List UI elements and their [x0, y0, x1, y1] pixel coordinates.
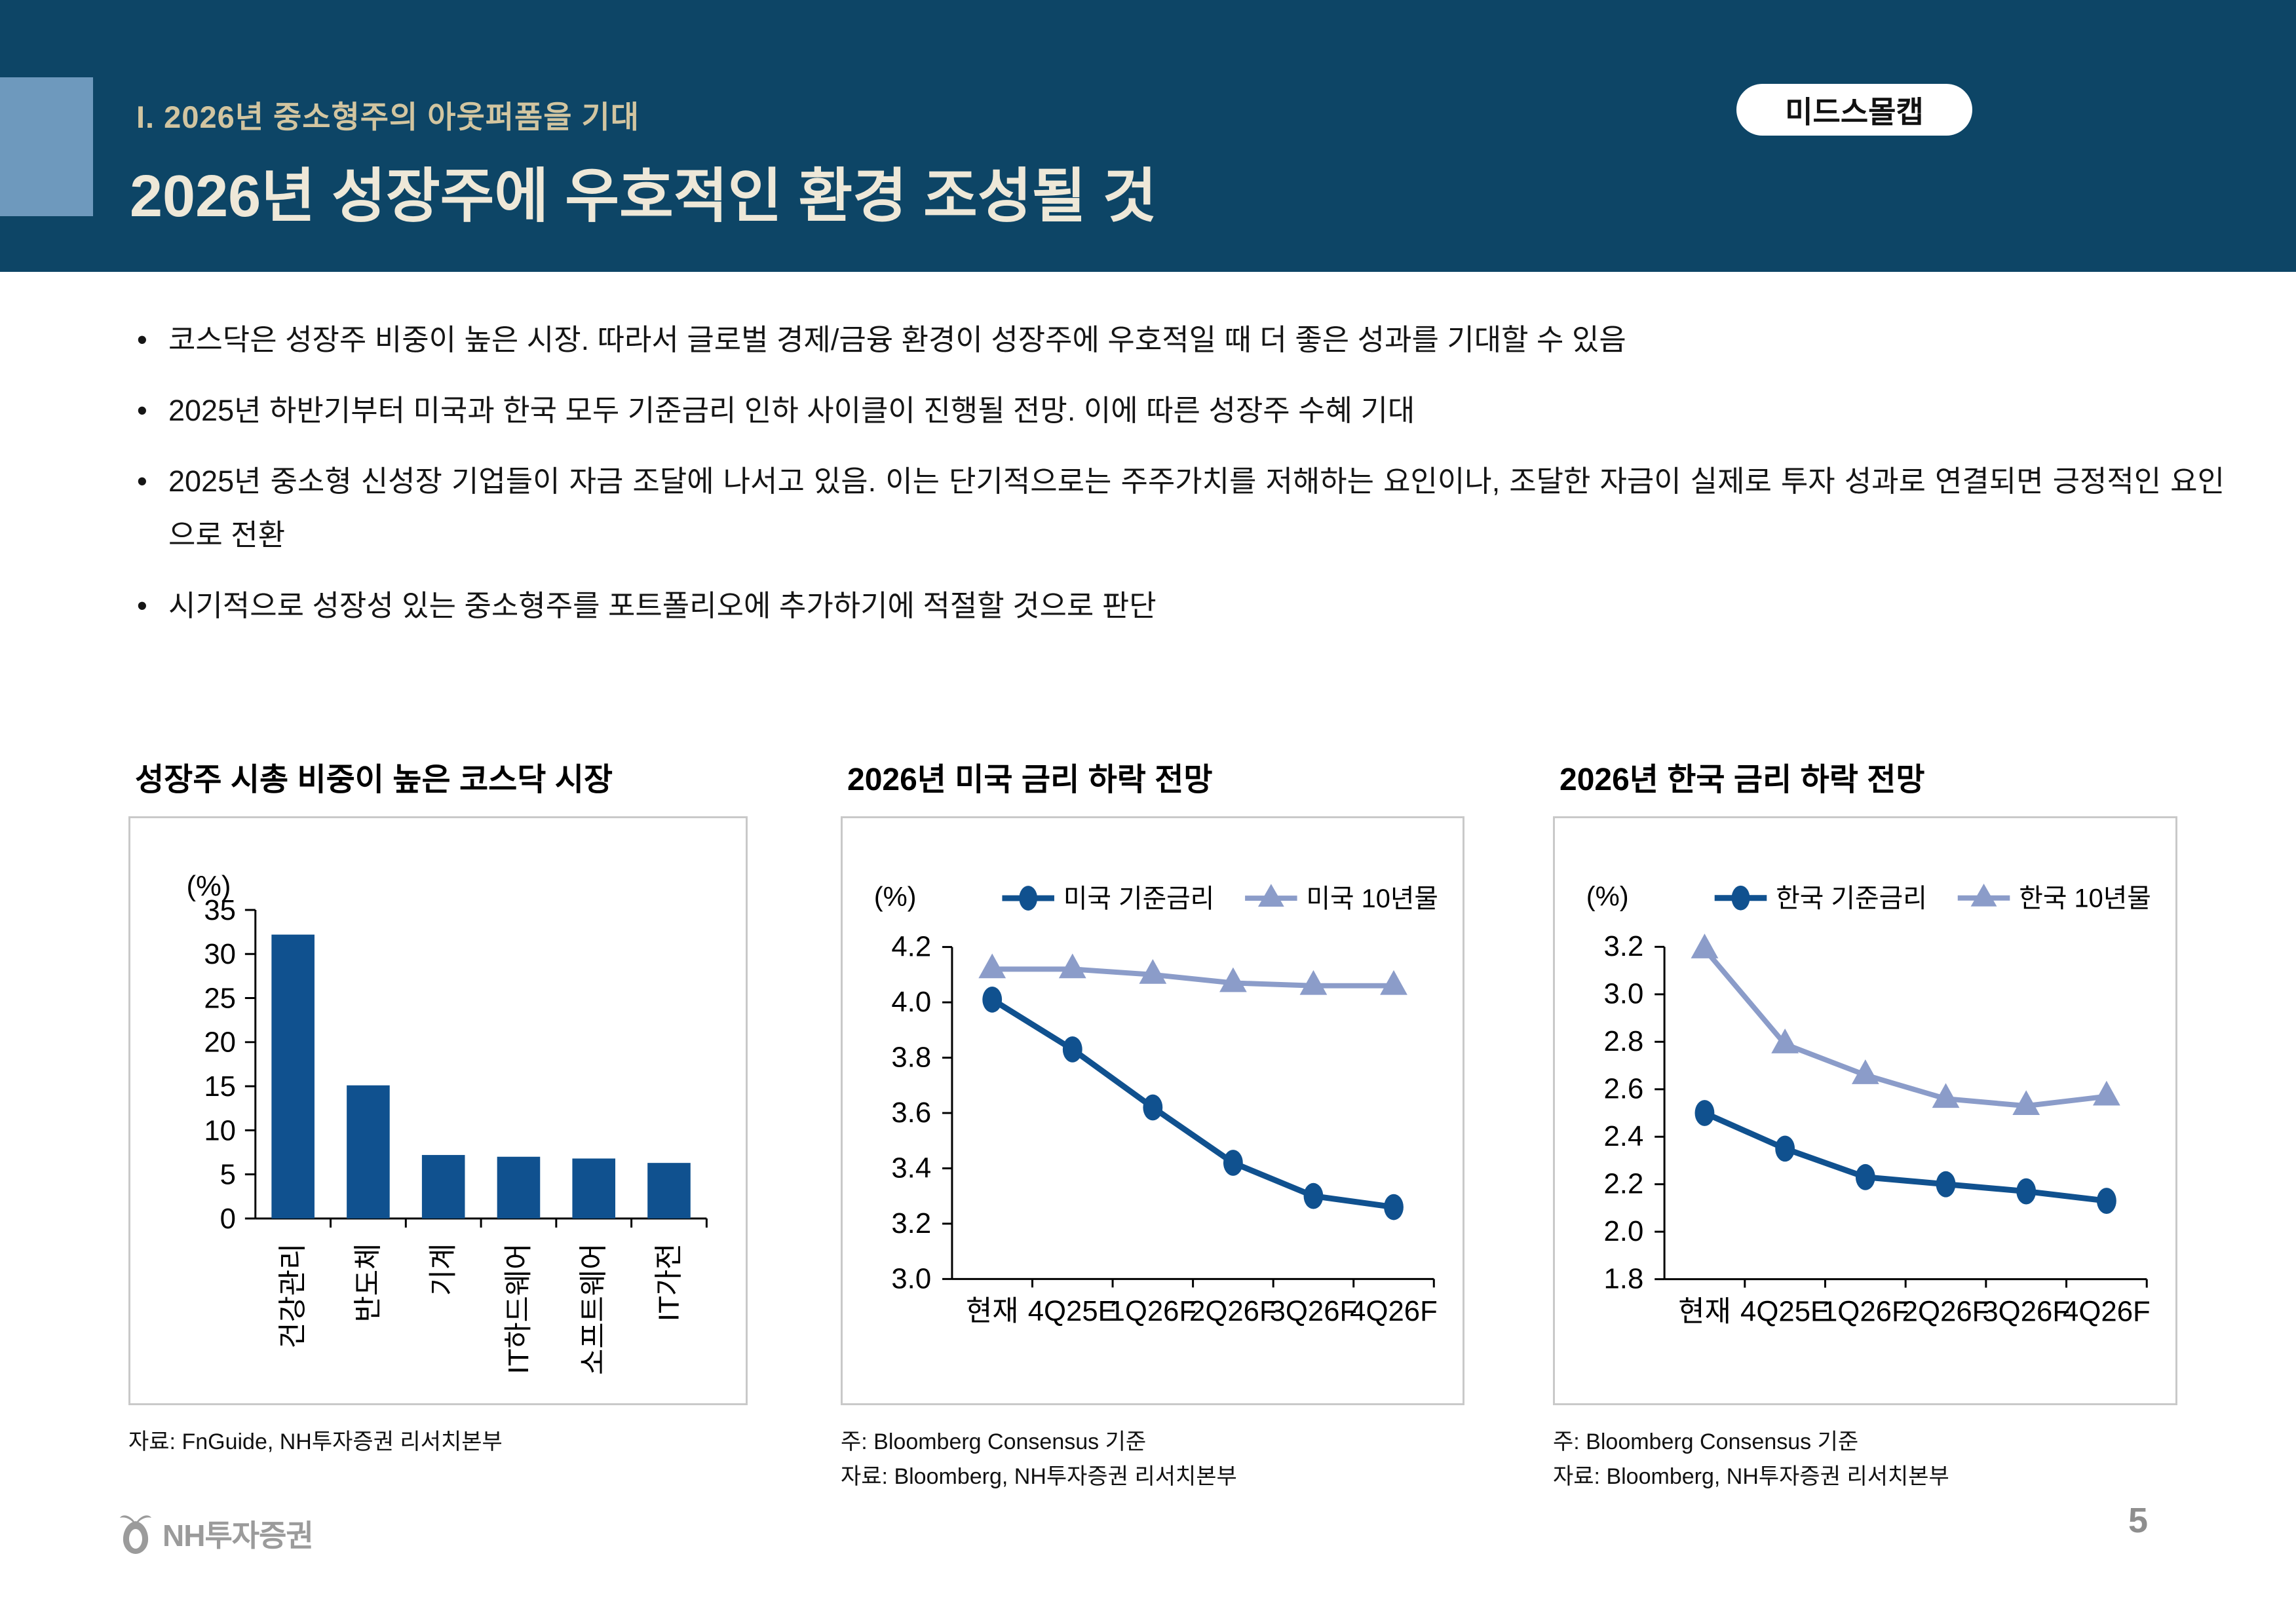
svg-text:IT가전: IT가전	[653, 1243, 685, 1321]
svg-text:3.6: 3.6	[891, 1097, 931, 1129]
svg-text:5: 5	[220, 1159, 236, 1191]
company-logo: NH투자증권	[117, 1512, 314, 1555]
chart-frame: (%) 미국 기준금리 미국 10년물 4.2 4.0 3.8 3.6 3.4 3.2 3.0 현재…	[841, 816, 1464, 1405]
bullet-dot-icon: •	[137, 323, 147, 356]
svg-text:(%): (%)	[186, 870, 231, 902]
bullet-text: 시기적으로 성장성 있는 중소형주를 포트폴리오에 추가하기에 적절할 것으로 …	[168, 589, 1157, 622]
note-line: 주: Bloomberg Consensus 기준	[841, 1429, 1147, 1454]
svg-text:20: 20	[204, 1027, 236, 1059]
svg-text:IT하드웨어: IT하드웨어	[503, 1243, 535, 1374]
svg-text:0: 0	[220, 1203, 236, 1235]
chart-frame: (%) 한국 기준금리 한국 10년물 3.2 3.0 2.8 2.6 2.4 2.2 2.0 1.…	[1553, 816, 2177, 1405]
category-badge: 미드스몰캡	[1736, 84, 1972, 136]
chart-title: 성장주 시총 비중이 높은 코스닥 시장	[135, 763, 613, 797]
note-line: 주: Bloomberg Consensus 기준	[1553, 1429, 1859, 1454]
chart-column-us-rates: 2026년 미국 금리 하락 전망 (%) 미국 기준금리 미국 10년물 4.2 4.…	[841, 753, 1464, 1494]
source-line: 자료: Bloomberg, NH투자증권 리서치본부	[841, 1463, 1237, 1489]
svg-text:현재: 현재	[966, 1295, 1018, 1327]
svg-text:반도체: 반도체	[352, 1243, 384, 1323]
svg-text:한국 10년물: 한국 10년물	[2019, 884, 2151, 913]
svg-text:2.8: 2.8	[1603, 1025, 1643, 1057]
bullet-item: • 시기적으로 성장성 있는 중소형주를 포트폴리오에 추가하기에 적절할 것으로…	[134, 579, 2225, 633]
bullet-dot-icon: •	[137, 464, 147, 498]
svg-text:4Q26F: 4Q26F	[2063, 1295, 2151, 1327]
svg-text:2.0: 2.0	[1603, 1215, 1643, 1247]
bullet-item: • 코스닥은 성장주 비중이 높은 시장. 따라서 글로벌 경제/금융 환경이 성…	[134, 313, 2225, 367]
header-accent-square	[0, 77, 93, 216]
page-number: 5	[2128, 1501, 2149, 1540]
source-line: 자료: Bloomberg, NH투자증권 리서치본부	[1553, 1463, 1949, 1489]
chart-source-note: 자료: FnGuide, NH투자증권 리서치본부	[128, 1425, 748, 1460]
bullet-item: • 2025년 하반기부터 미국과 한국 모두 기준금리 인하 사이클이 진행될 …	[134, 384, 2225, 438]
bullet-item: • 2025년 중소형 신성장 기업들이 자금 조달에 나서고 있음. 이는 단기…	[134, 455, 2225, 562]
svg-text:3.2: 3.2	[891, 1207, 931, 1239]
nh-logo-icon	[120, 1515, 151, 1554]
svg-text:30: 30	[204, 938, 236, 970]
header-band: I. 2026년 중소형주의 아웃퍼폼을 기대 2026년 성장주에 우호적인 …	[0, 0, 2296, 272]
svg-text:4Q26F: 4Q26F	[1350, 1295, 1438, 1327]
svg-text:3.0: 3.0	[1603, 978, 1643, 1010]
svg-text:2.4: 2.4	[1603, 1120, 1643, 1152]
svg-text:2.6: 2.6	[1603, 1073, 1643, 1105]
kosdaq-sector-bar-chart: (%) 0 5 10 15 20 25 30 35 건강관리 반도체 기계 IT하드웨어 소프트웨어 IT가…	[186, 870, 708, 1375]
chart-source-note: 주: Bloomberg Consensus 기준 자료: Bloomberg,…	[1553, 1425, 2177, 1494]
company-name: NH투자증권	[163, 1519, 314, 1553]
svg-text:1Q26F: 1Q26F	[1109, 1295, 1197, 1327]
svg-text:2Q26F: 2Q26F	[1902, 1295, 1990, 1327]
svg-text:4.2: 4.2	[891, 930, 931, 962]
svg-text:1.8: 1.8	[1603, 1263, 1643, 1295]
svg-text:2Q26F: 2Q26F	[1189, 1295, 1277, 1327]
chart-column-kosdaq: 성장주 시총 비중이 높은 코스닥 시장 (%) 0 5 10 15 20 25 30 35 건강…	[128, 753, 748, 1460]
svg-text:3.0: 3.0	[891, 1262, 931, 1294]
us-rate-outlook-line-chart: (%) 미국 기준금리 미국 10년물 4.2 4.0 3.8 3.6 3.4 3.2 3.0 현재…	[874, 881, 1438, 1327]
bullet-text: 2025년 중소형 신성장 기업들이 자금 조달에 나서고 있음. 이는 단기적…	[168, 464, 2225, 552]
svg-text:(%): (%)	[874, 881, 917, 912]
bullet-text: 2025년 하반기부터 미국과 한국 모두 기준금리 인하 사이클이 진행될 전…	[168, 394, 1415, 427]
svg-text:3Q26F: 3Q26F	[1270, 1295, 1358, 1327]
svg-text:15: 15	[204, 1070, 236, 1103]
svg-text:3.4: 3.4	[891, 1152, 931, 1184]
chart-frame: (%) 0 5 10 15 20 25 30 35 건강관리 반도체 기계 IT하드웨어 소프트웨어 IT가…	[128, 816, 748, 1405]
svg-text:4.0: 4.0	[891, 986, 931, 1018]
bullet-dot-icon: •	[137, 394, 147, 427]
svg-text:기계: 기계	[427, 1243, 459, 1296]
bullet-dot-icon: •	[137, 589, 147, 622]
svg-text:미국 기준금리: 미국 기준금리	[1063, 884, 1214, 913]
svg-text:1Q26F: 1Q26F	[1822, 1295, 1909, 1327]
source-line: 자료: FnGuide, NH투자증권 리서치본부	[128, 1429, 503, 1454]
korea-rate-outlook-line-chart: (%) 한국 기준금리 한국 10년물 3.2 3.0 2.8 2.6 2.4 2.2 2.0 1.…	[1586, 881, 2151, 1328]
svg-text:4Q25E: 4Q25E	[1740, 1295, 1829, 1327]
svg-text:미국 10년물: 미국 10년물	[1307, 884, 1438, 913]
svg-text:현재: 현재	[1678, 1295, 1731, 1327]
svg-text:10: 10	[204, 1114, 236, 1146]
svg-text:2.2: 2.2	[1603, 1168, 1643, 1200]
svg-text:35: 35	[204, 894, 236, 926]
chart-title: 2026년 미국 금리 하락 전망	[847, 763, 1213, 797]
page-title: 2026년 성장주에 우호적인 환경 조성될 것	[130, 164, 1157, 229]
svg-text:3.2: 3.2	[1603, 930, 1643, 962]
svg-text:(%): (%)	[1586, 881, 1629, 912]
chart-column-korea-rates: 2026년 한국 금리 하락 전망 (%) 한국 기준금리 한국 10년물 3.2 3.…	[1553, 753, 2177, 1494]
chart-source-note: 주: Bloomberg Consensus 기준 자료: Bloomberg,…	[841, 1425, 1464, 1494]
svg-text:소프트웨어: 소프트웨어	[578, 1243, 610, 1375]
svg-text:4Q25E: 4Q25E	[1028, 1295, 1117, 1327]
section-eyebrow: I. 2026년 중소형주의 아웃퍼폼을 기대	[136, 100, 640, 134]
bullet-text: 코스닥은 성장주 비중이 높은 시장. 따라서 글로벌 경제/금융 환경이 성장…	[168, 323, 1626, 356]
svg-text:25: 25	[204, 982, 236, 1014]
svg-text:3.8: 3.8	[891, 1041, 931, 1073]
svg-text:3Q26F: 3Q26F	[1982, 1295, 2070, 1327]
chart-title: 2026년 한국 금리 하락 전망	[1559, 763, 1925, 797]
svg-text:건강관리: 건강관리	[277, 1243, 309, 1349]
bullet-list: • 코스닥은 성장주 비중이 높은 시장. 따라서 글로벌 경제/금융 환경이 성…	[134, 313, 2225, 650]
svg-text:한국 기준금리: 한국 기준금리	[1776, 884, 1927, 913]
